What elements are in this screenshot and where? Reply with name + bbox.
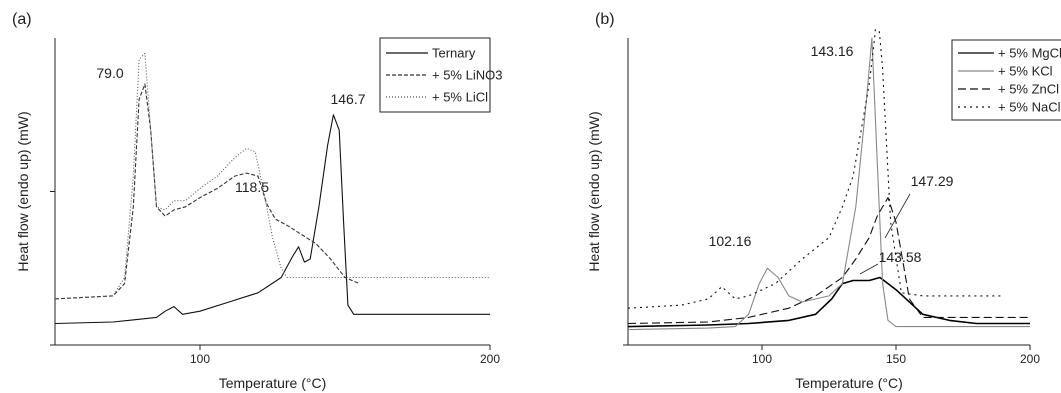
legend-label: + 5% ZnCl (998, 82, 1059, 97)
x-tick-label: 200 (480, 352, 500, 366)
peak-annotation: 143.16 (811, 43, 854, 59)
panel-b: (b) 100 150 200 Temperature (°C) Heat flow (e… (586, 11, 1061, 391)
series-line-ternary (55, 114, 490, 325)
peak-annotation: 146.7 (330, 91, 365, 107)
series-line-5-licl (55, 52, 490, 300)
annotation-leader (884, 193, 911, 239)
panel-label: (a) (12, 11, 32, 28)
legend-label: + 5% LiCl (432, 90, 488, 105)
series-line-5-zncl (628, 197, 1030, 325)
peak-annotation: 143.58 (879, 249, 922, 265)
legend-label: Ternary (432, 46, 476, 61)
x-tick-label: 100 (752, 352, 772, 366)
peak-annotation: 79.0 (96, 65, 123, 81)
panel-label: (b) (595, 11, 615, 28)
x-axis-label: Temperature (°C) (219, 375, 327, 391)
annotation-leader (859, 263, 879, 275)
peak-annotation: 118.5 (235, 179, 269, 195)
legend-label: + 5% KCl (998, 64, 1053, 79)
peak-annotation: 147.29 (911, 173, 954, 189)
series-line-5-nacl (628, 28, 1004, 309)
peak-annotation: 102.16 (709, 233, 752, 249)
legend-label: + 5% NaCl (998, 100, 1061, 115)
x-tick-label: 200 (1020, 352, 1040, 366)
x-axis-label: Temperature (°C) (795, 375, 903, 391)
x-tick-label: 150 (886, 352, 906, 366)
series-line-5-lino3 (55, 83, 360, 300)
y-axis-label: Heat flow (endo up) (mW) (586, 111, 602, 271)
series-line-5-kcl (628, 37, 1030, 331)
series-line-5-mgcl (628, 276, 1030, 328)
legend-label: + 5% LiNO3 (432, 68, 502, 83)
legend-label: + 5% MgCl (998, 46, 1061, 61)
panel-a: (a) 100 200 Temperature (°C) Heat flow (endo… (12, 11, 502, 391)
x-tick-label: 100 (190, 352, 210, 366)
y-axis-label: Heat flow (endo up) (mW) (15, 111, 31, 271)
